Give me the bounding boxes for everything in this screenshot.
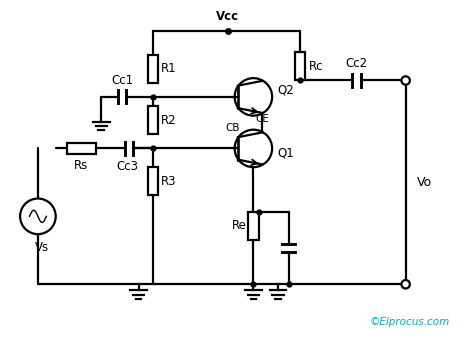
Text: Cc1: Cc1	[111, 74, 133, 86]
Circle shape	[401, 280, 410, 288]
Bar	[67, 143, 96, 154]
Text: Q1: Q1	[278, 146, 294, 160]
Text: ©Elprocus.com: ©Elprocus.com	[370, 317, 450, 327]
Text: CE: CE	[256, 114, 270, 124]
Text: Vo: Vo	[417, 176, 432, 189]
Circle shape	[235, 130, 272, 167]
Text: Re: Re	[232, 219, 247, 232]
Text: Vs: Vs	[35, 241, 49, 254]
Bar	[147, 106, 158, 134]
Circle shape	[401, 76, 410, 85]
Text: Rs: Rs	[74, 159, 89, 172]
Bar	[248, 212, 258, 240]
Text: R3: R3	[161, 175, 177, 188]
Text: Cc2: Cc2	[346, 57, 367, 70]
Circle shape	[235, 78, 272, 116]
Text: Cc3: Cc3	[116, 160, 138, 173]
Text: R2: R2	[161, 114, 177, 127]
Text: Rc: Rc	[309, 60, 323, 73]
Text: Vcc: Vcc	[216, 10, 239, 23]
Bar	[295, 53, 305, 80]
Circle shape	[20, 199, 56, 234]
Bar	[147, 167, 158, 195]
Text: CB: CB	[225, 123, 239, 133]
Text: R1: R1	[161, 62, 177, 75]
Text: Q2: Q2	[278, 83, 294, 96]
Bar	[147, 55, 158, 83]
